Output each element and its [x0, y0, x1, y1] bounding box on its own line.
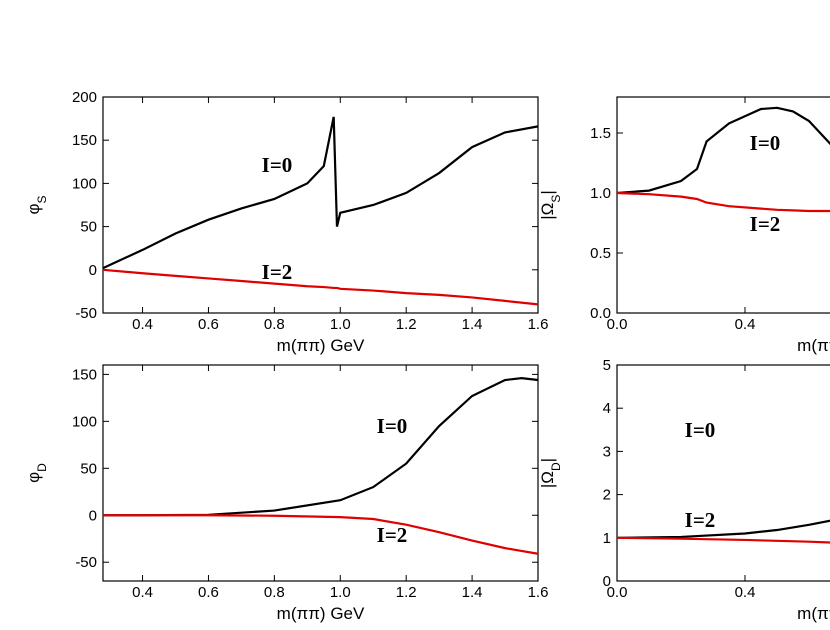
y-axis-label-part: |Ω — [538, 203, 557, 220]
y-axis-label-part: D — [35, 463, 49, 472]
y-axis-label-part: φ — [24, 203, 43, 214]
panel: 0.4 0.6 0.8 1.0 1.2 1.4 1.6 -50 0 50 100 150 200 m(ππ… — [24, 89, 548, 355]
y-tick-label: 2 — [603, 487, 611, 504]
y-tick-label: 0 — [89, 507, 97, 524]
x-tick-label: 0.4 — [132, 584, 153, 601]
y-tick-label: 100 — [72, 175, 97, 192]
y-tick-label: 0 — [603, 573, 611, 590]
plot-frame — [102, 364, 539, 582]
x-tick-label: 1.0 — [330, 316, 351, 333]
series-annotation: I=2 — [262, 260, 293, 284]
y-tick-label: 0.5 — [590, 245, 611, 262]
x-axis-label: m(ππ) GeV — [277, 336, 365, 355]
y-tick-label: 5 — [603, 357, 611, 374]
series-line — [616, 519, 830, 539]
panel: 0.0 0.4 0 1 2 3 4 5 m(ππ) GeV |ΩD| I=0 I=2 — [538, 357, 830, 623]
x-tick-label: 1.2 — [396, 316, 417, 333]
plot-frame — [102, 96, 539, 314]
x-tick-label: 0.0 — [607, 584, 628, 601]
x-tick-label: 0.4 — [132, 316, 153, 333]
x-tick-label: 1.6 — [528, 316, 549, 333]
y-axis-label-part: | — [538, 458, 557, 462]
x-axis-label: m(ππ) GeV — [277, 604, 365, 623]
series-annotation: I=0 — [377, 414, 408, 438]
y-tick-label: 50 — [80, 460, 97, 477]
x-tick-label: 0.4 — [735, 584, 756, 601]
x-tick-label: 0.8 — [264, 316, 285, 333]
y-axis-label: |ΩS| — [538, 190, 563, 220]
y-tick-label: 0 — [89, 262, 97, 279]
y-tick-label: 3 — [603, 443, 611, 460]
y-tick-label: 50 — [80, 219, 97, 236]
series-line — [102, 116, 539, 270]
series-annotation: I=2 — [750, 212, 781, 236]
x-tick-label: 1.4 — [462, 316, 483, 333]
y-axis-label-part: S — [549, 195, 563, 203]
x-axis-label: m(ππ) GeV — [797, 336, 830, 355]
x-tick-label: 0.0 — [607, 316, 628, 333]
plot-frame — [616, 364, 830, 582]
series-line — [103, 377, 539, 517]
y-axis-label-part: φ — [24, 472, 43, 483]
series-annotation: I=0 — [750, 131, 781, 155]
y-tick-label: 4 — [603, 400, 611, 417]
y-tick-label: 0.0 — [590, 305, 611, 322]
series-annotation: I=2 — [685, 508, 716, 532]
x-axis-label: m(ππ) GeV — [797, 604, 830, 623]
y-axis-label-part: D — [549, 462, 563, 471]
series-line — [103, 514, 539, 555]
x-tick-label: 0.6 — [198, 316, 219, 333]
x-tick-label: 1.4 — [462, 584, 483, 601]
plot-frame — [616, 96, 830, 314]
x-tick-label: 0.4 — [735, 316, 756, 333]
series-line — [616, 106, 830, 195]
y-axis-label: φS — [24, 195, 49, 214]
x-tick-label: 0.6 — [198, 584, 219, 601]
y-axis-label-part: S — [35, 195, 49, 203]
y-tick-label: 1.0 — [590, 185, 611, 202]
series-annotation: I=0 — [685, 418, 716, 442]
series-line — [616, 191, 830, 213]
y-tick-label: 150 — [72, 366, 97, 383]
y-tick-label: 100 — [72, 413, 97, 430]
y-tick-label: -50 — [75, 554, 97, 571]
y-tick-label: 200 — [72, 89, 97, 106]
x-tick-label: 1.0 — [330, 584, 351, 601]
y-axis-label: |ΩD| — [538, 458, 563, 488]
x-tick-label: 1.6 — [528, 584, 549, 601]
y-tick-label: 1 — [603, 530, 611, 547]
x-tick-label: 0.8 — [264, 584, 285, 601]
y-axis-label-part: |Ω — [538, 471, 557, 488]
series-annotation: I=0 — [262, 153, 293, 177]
series-line — [616, 536, 830, 544]
panel: 0.4 0.6 0.8 1.0 1.2 1.4 1.6 -50 0 50 100 150 m(ππ) G… — [24, 364, 549, 623]
y-axis-label-part: | — [538, 190, 557, 194]
series-annotation: I=2 — [377, 523, 408, 547]
y-axis-label: φD — [24, 463, 49, 483]
panel: 0.0 0.4 0.0 0.5 1.0 1.5 m(ππ) GeV |ΩS| I=0 I=2 — [538, 96, 830, 355]
y-tick-label: 150 — [72, 132, 97, 149]
y-tick-label: 1.5 — [590, 125, 611, 142]
x-tick-label: 1.2 — [396, 584, 417, 601]
series-line — [102, 268, 539, 306]
y-tick-label: -50 — [75, 305, 97, 322]
